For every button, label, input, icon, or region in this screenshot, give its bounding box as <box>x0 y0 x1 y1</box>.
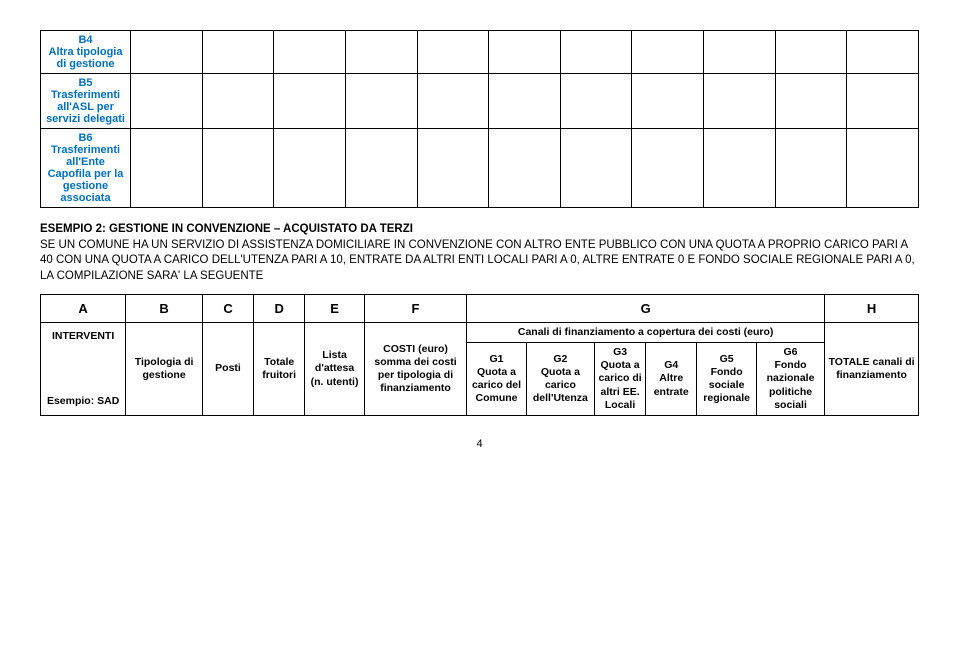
header-f: COSTI (euro) somma dei costi per tipolog… <box>364 323 466 416</box>
empty-cell <box>489 74 561 129</box>
empty-cell <box>131 74 203 129</box>
col-c-letter: C <box>202 295 253 323</box>
header-g6: G6Fondo nazionale politiche sociali <box>756 343 824 416</box>
col-b-letter: B <box>126 295 203 323</box>
empty-cell <box>489 31 561 74</box>
top-table-row: B4Altra tipologia di gestione <box>41 31 919 74</box>
col-h-letter: H <box>825 295 919 323</box>
empty-cell <box>847 129 919 208</box>
empty-cell <box>202 31 274 74</box>
main-header-table: A B C D E F G H INTERVENTI Esempio: SAD … <box>40 294 919 416</box>
page-number: 4 <box>40 438 919 450</box>
empty-cell <box>345 31 417 74</box>
col-a-letter: A <box>41 295 126 323</box>
col-g-letter: G <box>467 295 825 323</box>
empty-cell <box>632 129 704 208</box>
header-a: INTERVENTI Esempio: SAD <box>41 323 126 416</box>
top-rows-table: B4Altra tipologia di gestione B5Trasferi… <box>40 30 919 208</box>
paragraph-body: SE UN COMUNE HA UN SERVIZIO DI ASSISTENZ… <box>40 239 915 282</box>
top-table-row: B6Trasferimenti all'Ente Capofila per la… <box>41 129 919 208</box>
paragraph-title: ESEMPIO 2: GESTIONE IN CONVENZIONE – ACQ… <box>40 223 413 235</box>
header-g5: G5Fondo sociale regionale <box>697 343 757 416</box>
header-a-top: INTERVENTI <box>52 330 114 342</box>
letter-row: A B C D E F G H <box>41 295 919 323</box>
empty-cell <box>417 129 489 208</box>
empty-cell <box>202 74 274 129</box>
empty-cell <box>131 129 203 208</box>
empty-cell <box>704 31 776 74</box>
empty-cell <box>560 74 632 129</box>
empty-cell <box>417 74 489 129</box>
header-b: Tipologia di gestione <box>126 323 203 416</box>
header-g1: G1Quota a carico del Comune <box>467 343 527 416</box>
empty-cell <box>131 31 203 74</box>
empty-cell <box>489 129 561 208</box>
header-row-1: INTERVENTI Esempio: SAD Tipologia di ges… <box>41 323 919 343</box>
empty-cell <box>847 31 919 74</box>
empty-cell <box>202 129 274 208</box>
empty-cell <box>345 129 417 208</box>
empty-cell <box>632 31 704 74</box>
col-d-letter: D <box>254 295 305 323</box>
example-paragraph: ESEMPIO 2: GESTIONE IN CONVENZIONE – ACQ… <box>40 222 919 284</box>
empty-cell <box>775 129 847 208</box>
empty-cell <box>560 31 632 74</box>
empty-cell <box>560 129 632 208</box>
col-f-letter: F <box>364 295 466 323</box>
empty-cell <box>274 31 346 74</box>
header-d: Totale fruitori <box>254 323 305 416</box>
header-h: TOTALE canali di finanziamento <box>825 323 919 416</box>
empty-cell <box>345 74 417 129</box>
empty-cell <box>417 31 489 74</box>
empty-cell <box>775 74 847 129</box>
empty-cell <box>632 74 704 129</box>
empty-cell <box>704 74 776 129</box>
empty-cell <box>775 31 847 74</box>
empty-cell <box>274 129 346 208</box>
empty-cell <box>274 74 346 129</box>
row-label: B5Trasferimenti all'ASL per servizi dele… <box>41 74 131 129</box>
header-g3: G3Quota a carico di altri EE. Locali <box>595 343 646 416</box>
header-a-bottom: Esempio: SAD <box>47 395 119 407</box>
row-label: B4Altra tipologia di gestione <box>41 31 131 74</box>
row-label: B6Trasferimenti all'Ente Capofila per la… <box>41 129 131 208</box>
col-e-letter: E <box>305 295 365 323</box>
header-g4: G4Altre entrate <box>646 343 697 416</box>
header-e: Lista d'attesa (n. utenti) <box>305 323 365 416</box>
header-g2: G2Quota a carico dell'Utenza <box>526 343 594 416</box>
header-c: Posti <box>202 323 253 416</box>
top-table-row: B5Trasferimenti all'ASL per servizi dele… <box>41 74 919 129</box>
empty-cell <box>704 129 776 208</box>
empty-cell <box>847 74 919 129</box>
header-g-span: Canali di finanziamento a copertura dei … <box>467 323 825 343</box>
